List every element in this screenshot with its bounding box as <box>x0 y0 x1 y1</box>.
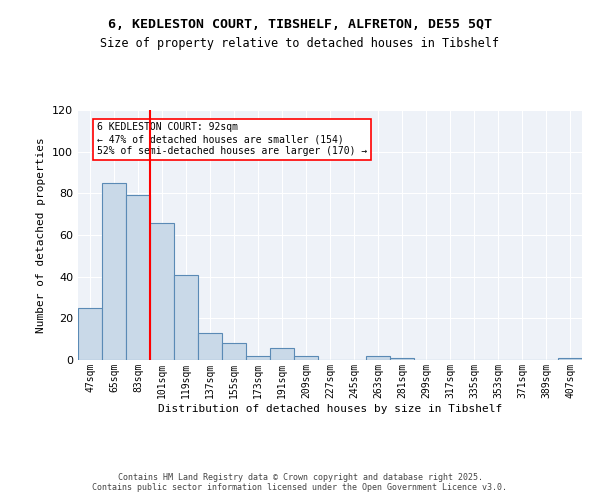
Bar <box>390 358 414 360</box>
Bar <box>246 356 270 360</box>
X-axis label: Distribution of detached houses by size in Tibshelf: Distribution of detached houses by size … <box>158 404 502 413</box>
Text: 6, KEDLESTON COURT, TIBSHELF, ALFRETON, DE55 5QT: 6, KEDLESTON COURT, TIBSHELF, ALFRETON, … <box>108 18 492 30</box>
Bar <box>102 183 126 360</box>
Bar <box>150 222 174 360</box>
Bar <box>174 274 198 360</box>
Y-axis label: Number of detached properties: Number of detached properties <box>37 137 46 333</box>
Bar <box>294 356 318 360</box>
Bar <box>126 196 150 360</box>
Bar <box>198 333 222 360</box>
Text: Size of property relative to detached houses in Tibshelf: Size of property relative to detached ho… <box>101 38 499 51</box>
Bar <box>222 344 246 360</box>
Bar <box>270 348 294 360</box>
Bar <box>78 308 102 360</box>
Text: Contains HM Land Registry data © Crown copyright and database right 2025.
Contai: Contains HM Land Registry data © Crown c… <box>92 473 508 492</box>
Text: 6 KEDLESTON COURT: 92sqm
← 47% of detached houses are smaller (154)
52% of semi-: 6 KEDLESTON COURT: 92sqm ← 47% of detach… <box>97 122 367 156</box>
Bar <box>558 358 582 360</box>
Bar <box>366 356 390 360</box>
